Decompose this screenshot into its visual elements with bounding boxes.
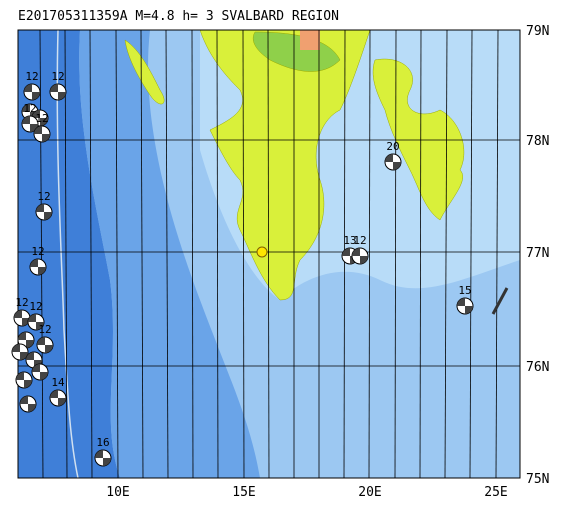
beachball-quadrant	[16, 372, 32, 388]
beachball-quadrant	[32, 110, 48, 126]
beachball-quadrant	[34, 126, 50, 142]
event-label: 14	[51, 376, 65, 389]
beachball-quadrant	[36, 204, 52, 220]
map-background	[18, 30, 520, 478]
event-label: 12	[353, 234, 366, 247]
event-label: 12	[15, 296, 28, 309]
lon-label: 25E	[484, 485, 507, 500]
event-label: 12	[37, 190, 50, 203]
lat-label: 78N	[526, 134, 549, 149]
beachball-quadrant	[32, 364, 48, 380]
event-label: 12	[35, 112, 48, 125]
beachball-quadrant	[12, 344, 28, 360]
lat-label: 76N	[526, 360, 549, 375]
graticule	[18, 30, 520, 478]
event-label: 12	[29, 300, 42, 313]
lon-label: 20E	[358, 485, 381, 500]
event-label: 20	[386, 140, 399, 153]
beachball-quadrant	[22, 116, 38, 132]
beachball-quadrant	[37, 337, 53, 353]
event-label: 12	[38, 323, 51, 336]
beachball-quadrant	[14, 310, 30, 326]
beachball-quadrant	[28, 314, 44, 330]
beachball-quadrant	[50, 84, 66, 100]
main-event	[256, 246, 268, 258]
scale-marker	[491, 287, 509, 315]
event-label: 16	[96, 436, 109, 449]
beachball-quadrant	[457, 298, 473, 314]
beachball-quadrant	[24, 84, 40, 100]
event-label: 12	[31, 245, 44, 258]
beachball-quadrant	[385, 154, 401, 170]
frame	[17, 29, 521, 479]
title: E201705311359A M=4.8 h= 3 SVALBARD REGIO…	[18, 9, 339, 24]
event-label: 12	[23, 102, 36, 115]
beachball-quadrant	[352, 248, 368, 264]
beachball-quadrant	[95, 450, 111, 466]
lat-label: 75N	[526, 472, 549, 487]
event-label: 15	[458, 284, 471, 297]
lat-label: 79N	[526, 24, 549, 39]
lon-label: 15E	[232, 485, 255, 500]
beachball-quadrant	[20, 396, 36, 412]
beachball-quadrant	[18, 332, 34, 348]
lat-label: 77N	[526, 246, 549, 261]
beachball-quadrant	[30, 259, 46, 275]
beachball-quadrant	[50, 390, 66, 406]
lon-label: 10E	[106, 485, 129, 500]
event-label: 12	[25, 70, 38, 83]
event-label: 13	[343, 234, 356, 247]
event-label: 12	[51, 70, 64, 83]
